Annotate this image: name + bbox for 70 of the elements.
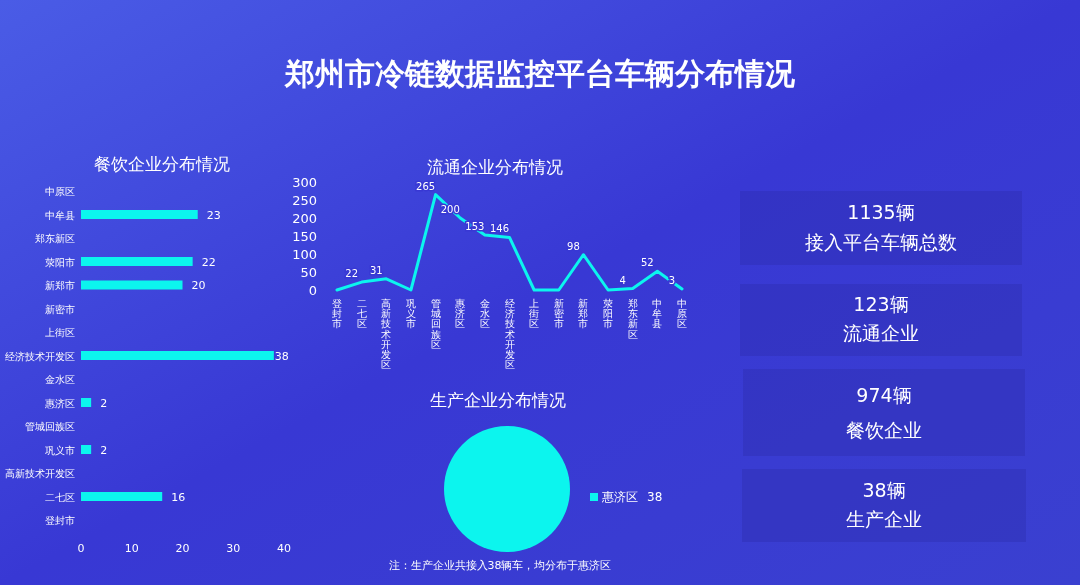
- x-tick-label: 巩义市: [405, 298, 416, 330]
- y-tick-label: 200: [292, 211, 317, 226]
- line-series: [335, 193, 684, 292]
- y-tick-label: 高新技术开发区: [5, 468, 75, 479]
- chart-title: 生产企业分布情况: [430, 390, 566, 410]
- y-tick-label: 登封市: [45, 515, 75, 526]
- chart-title: 餐饮企业分布情况: [94, 154, 230, 174]
- text: 餐饮企业: [846, 418, 922, 441]
- data-label: 2: [100, 396, 108, 410]
- data-label: 265: [416, 180, 436, 192]
- y-tick-label: 中原区: [45, 186, 75, 197]
- x-tick-label: 0: [77, 542, 85, 555]
- x-tick-label: 20: [175, 542, 190, 555]
- y-tick-label: 经济技术开发区: [5, 350, 75, 362]
- x-tick-label: 金水区: [479, 298, 490, 330]
- data-label: 2: [100, 443, 108, 457]
- y-tick-label: 二七区: [45, 491, 75, 503]
- y-tick-label: 中牟县: [45, 209, 75, 221]
- x-tick-label: 新密市: [553, 298, 564, 330]
- y-tick-label: 新郑市: [45, 280, 75, 291]
- y-tick-label: 150: [292, 229, 317, 244]
- text: 注：生产企业共接入38辆车，均分布于惠济区: [388, 559, 612, 572]
- x-tick-label: 荥阳市: [603, 298, 614, 330]
- data-label: 16: [171, 490, 186, 504]
- data-label: 4: [619, 274, 626, 286]
- y-tick-label: 巩义市: [45, 444, 75, 456]
- chart-title: 流通企业分布情况: [427, 157, 563, 177]
- y-tick-label: 0: [308, 283, 317, 298]
- x-tick-label: 管城回族区: [429, 298, 441, 350]
- y-tick-label: 金水区: [45, 374, 75, 385]
- text: 生产企业: [846, 507, 922, 530]
- data-label: 23: [206, 208, 221, 222]
- data-label: 52: [640, 257, 654, 269]
- text: 123辆: [853, 293, 909, 316]
- text: 974辆: [856, 384, 912, 407]
- x-tick-label: 惠济区: [454, 298, 466, 330]
- y-tick-label: 管城回族区: [25, 421, 75, 432]
- x-tick-label: 登封市: [332, 298, 342, 330]
- data-label: 31: [369, 264, 383, 276]
- data-label: 38: [274, 349, 289, 363]
- data-label: 20: [191, 279, 206, 292]
- y-tick-label: 300: [292, 175, 317, 190]
- x-tick-label: 二七区: [356, 298, 367, 330]
- y-tick-label: 郑东新区: [35, 233, 75, 244]
- text: 流通企业: [843, 322, 919, 345]
- x-tick-label: 高新技术开发区: [380, 298, 392, 371]
- text: 1135辆: [847, 201, 915, 224]
- y-tick-label: 荥阳市: [45, 256, 75, 268]
- x-tick-label: 30: [226, 542, 241, 555]
- x-tick-label: 上街区: [529, 298, 540, 330]
- text: 38辆: [862, 478, 906, 501]
- y-tick-label: 100: [292, 247, 317, 262]
- x-tick-label: 10: [124, 542, 139, 555]
- y-tick-label: 惠济区: [44, 397, 75, 409]
- data-label: 38: [647, 490, 663, 504]
- text: 接入平台车辆总数: [805, 230, 957, 253]
- y-tick-label: 50: [300, 265, 317, 280]
- x-tick-label: 新郑市: [578, 298, 589, 330]
- text: 郑州市冷链数据监控平台车辆分布情况: [284, 56, 796, 91]
- x-tick-label: 郑东新区: [627, 298, 638, 340]
- data-label: 22: [201, 255, 216, 269]
- legend-label: 惠济区: [601, 490, 638, 504]
- x-tick-label: 中牟县: [652, 298, 663, 330]
- data-label: 98: [567, 240, 580, 252]
- data-label: 146: [489, 223, 510, 235]
- x-tick-label: 经济技术开发区: [503, 298, 515, 371]
- data-label: 22: [345, 268, 359, 280]
- y-tick-label: 250: [292, 193, 317, 208]
- x-tick-label: 中原区: [677, 298, 687, 330]
- x-tick-label: 40: [277, 542, 291, 555]
